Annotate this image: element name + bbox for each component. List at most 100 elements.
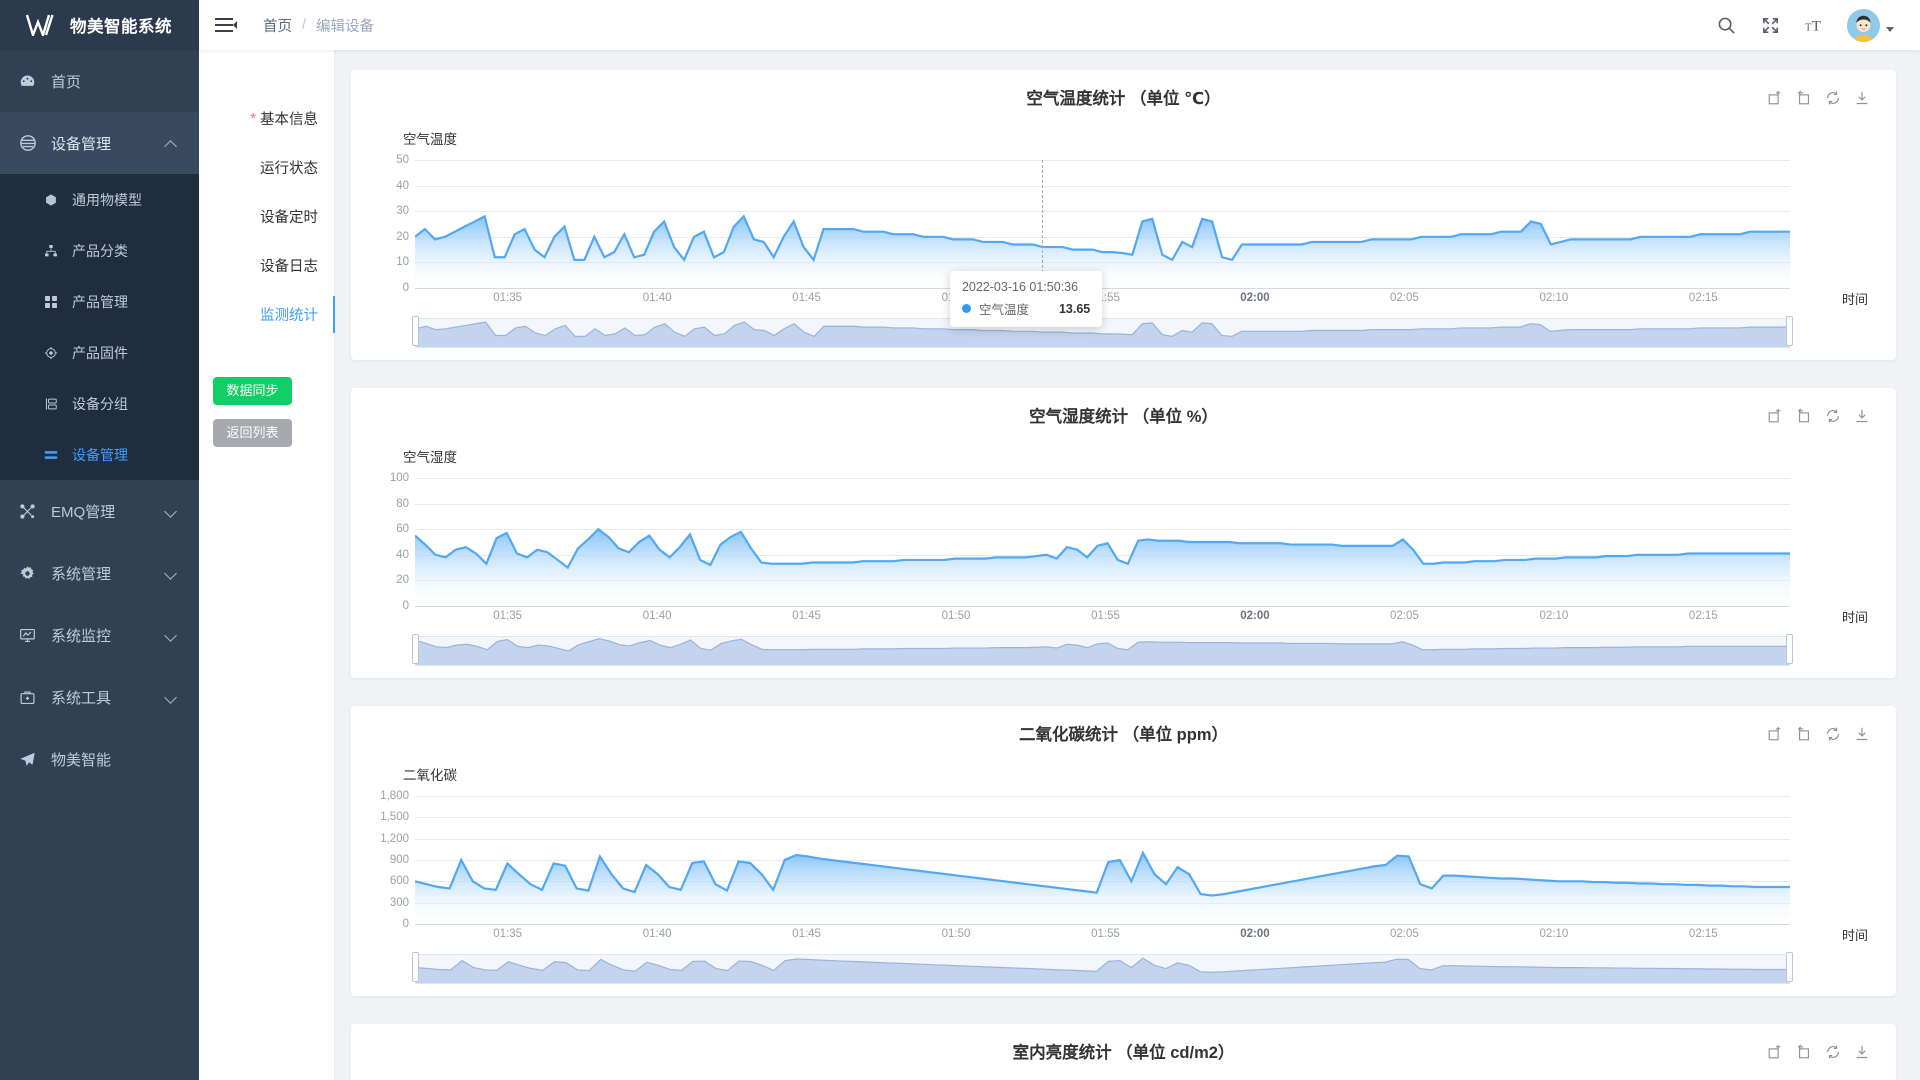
wm-logo-icon xyxy=(26,14,56,36)
monitor-icon xyxy=(19,627,43,644)
sidebar-subitem-label: 产品分类 xyxy=(72,242,128,259)
fullscreen-icon[interactable] xyxy=(1759,14,1781,36)
restore-zoom-icon[interactable] xyxy=(1796,90,1812,106)
sidebar-item-system-monitor[interactable]: 系统监控 xyxy=(0,604,199,666)
sidebar-item-label: 物美智能 xyxy=(51,751,112,769)
x-axis-tick: 01:45 xyxy=(792,292,821,304)
data-zoom-icon[interactable] xyxy=(1767,1044,1783,1060)
restore-zoom-icon[interactable] xyxy=(1796,1044,1812,1060)
x-axis-tick: 01:35 xyxy=(493,928,523,940)
data-zoom-track[interactable] xyxy=(415,636,1790,666)
y-axis-tick: 1,500 xyxy=(380,811,409,824)
sidebar-subitem-label: 设备分组 xyxy=(72,395,128,412)
sidebar-item-home[interactable]: 首页 xyxy=(0,50,199,112)
data-zoom-icon[interactable] xyxy=(1767,408,1783,424)
svg-text:T: T xyxy=(1805,22,1812,33)
chart-data-zoom-slider[interactable] xyxy=(369,316,1878,350)
search-icon[interactable] xyxy=(1715,14,1737,36)
sidebar-item-device-management[interactable]: 设备管理 xyxy=(0,112,199,174)
tab-run-status[interactable]: 运行状态 xyxy=(199,143,334,192)
sidebar-subitem-device-management[interactable]: 设备管理 xyxy=(0,429,199,480)
send-icon xyxy=(19,751,43,768)
y-axis-tick: 50 xyxy=(396,154,409,166)
avatar-menu[interactable] xyxy=(1847,8,1894,42)
charts-scroll-area[interactable]: 空气温度统计 （单位 ℃） 空气温度 0 10 20 30 40 50 01:35 01:40 01… xyxy=(335,50,1920,1080)
data-zoom-track[interactable] xyxy=(415,318,1790,348)
download-icon[interactable] xyxy=(1854,90,1870,106)
y-axis-tick: 10 xyxy=(396,256,409,269)
restore-zoom-icon[interactable] xyxy=(1796,726,1812,742)
chart-data-zoom-slider[interactable] xyxy=(369,634,1878,668)
sidebar-subitem-label: 产品管理 xyxy=(72,293,128,310)
sidebar-item-system-tools[interactable]: 系统工具 xyxy=(0,666,199,728)
tab-monitor-stats[interactable]: 监测统计 xyxy=(199,290,335,339)
grid-line xyxy=(415,606,1790,607)
main-area: 首页 / 编辑设备 T T xyxy=(199,0,1920,1080)
chart-title: 室内亮度统计 （单位 cd/m2） xyxy=(1012,1044,1235,1062)
breadcrumb-current: 编辑设备 xyxy=(316,18,375,35)
data-zoom-handle-left[interactable] xyxy=(412,952,419,982)
sidebar-nav: 首页 设备管理 通用物模型 xyxy=(0,50,199,790)
x-axis-tick: 01:45 xyxy=(792,610,821,622)
download-icon[interactable] xyxy=(1854,726,1870,742)
data-zoom-handle-left[interactable] xyxy=(412,316,419,346)
font-size-icon[interactable]: T T xyxy=(1803,14,1825,36)
tab-device-log[interactable]: 设备日志 xyxy=(199,241,334,290)
sidebar-subitem-label: 产品固件 xyxy=(72,344,128,361)
tab-basic-info[interactable]: * 基本信息 xyxy=(199,94,334,143)
refresh-icon[interactable] xyxy=(1825,726,1841,742)
chart-y-axis-name: 二氧化碳 xyxy=(403,768,457,783)
grid-line xyxy=(415,211,1790,213)
y-axis-tick: 1,200 xyxy=(380,832,409,845)
data-zoom-track[interactable] xyxy=(415,954,1790,984)
sidebar-subitem-thing-model[interactable]: 通用物模型 xyxy=(0,174,199,225)
grid-line xyxy=(415,796,1790,797)
refresh-icon[interactable] xyxy=(1825,90,1841,106)
chevron-down-icon xyxy=(163,688,181,706)
brand-logo[interactable]: 物美智能系统 xyxy=(0,0,199,50)
data-zoom-icon[interactable] xyxy=(1767,726,1783,742)
sidebar-subitem-device-group[interactable]: 设备分组 xyxy=(0,378,199,429)
download-icon[interactable] xyxy=(1854,1044,1870,1060)
chart-plot[interactable]: 0 20 40 60 80 100 01:35 01:40 01:45 01:50 01:55 02:… xyxy=(369,472,1878,628)
data-zoom-handle-right[interactable] xyxy=(1786,634,1793,664)
tab-device-timer[interactable]: 设备定时 xyxy=(199,192,334,241)
data-zoom-handle-left[interactable] xyxy=(412,634,419,664)
chart-data-zoom-slider[interactable] xyxy=(369,952,1878,986)
chart-plot[interactable]: 0 300 600 900 1,200 1,500 1,800 01:35 01:40 01:45… xyxy=(369,790,1878,946)
toolbox-icon xyxy=(19,689,43,706)
x-axis-tick: 01:35 xyxy=(493,610,523,622)
chart-grid xyxy=(415,478,1790,607)
sidebar-subitem-product-firmware[interactable]: 产品固件 xyxy=(0,327,199,378)
sidebar-item-label: 系统管理 xyxy=(51,565,112,583)
sidebar-subitem-product-management[interactable]: 产品管理 xyxy=(0,276,199,327)
chart-header: 空气湿度统计 （单位 %） xyxy=(351,402,1896,438)
chart-plot[interactable]: 0102030405001:3501:4001:4501:5001:5502:0… xyxy=(369,154,1878,327)
chart-y-axis: 0 10 20 30 40 50 xyxy=(369,154,413,294)
breadcrumb-home[interactable]: 首页 xyxy=(263,18,292,35)
x-axis-tick: 02:10 xyxy=(1539,292,1569,304)
sidebar-item-wumei-ai[interactable]: 物美智能 xyxy=(0,728,199,790)
back-to-list-button[interactable]: 返回列表 xyxy=(213,419,292,447)
grid-line xyxy=(415,529,1790,531)
data-zoom-handle-right[interactable] xyxy=(1786,952,1793,982)
data-zoom-icon[interactable] xyxy=(1767,90,1783,106)
chart-axis-pointer xyxy=(1042,160,1043,288)
tooltip-timestamp: 2022-03-16 01:50:36 xyxy=(961,280,1079,294)
breadcrumb: 首页 / 编辑设备 xyxy=(263,15,374,36)
download-icon[interactable] xyxy=(1854,408,1870,424)
sidebar-item-label: 首页 xyxy=(51,73,82,91)
required-mark: * xyxy=(250,110,256,127)
restore-zoom-icon[interactable] xyxy=(1796,408,1812,424)
sidebar-item-emq-management[interactable]: EMQ管理 xyxy=(0,480,199,542)
refresh-icon[interactable] xyxy=(1825,1044,1841,1060)
sidebar-subitem-product-category[interactable]: 产品分类 xyxy=(0,225,199,276)
data-sync-button[interactable]: 数据同步 xyxy=(213,377,292,405)
x-axis-tick: 02:15 xyxy=(1688,928,1718,940)
data-zoom-handle-right[interactable] xyxy=(1786,316,1793,346)
hamburger-icon[interactable] xyxy=(215,15,237,35)
chart-toolbox xyxy=(1767,726,1870,742)
sidebar-item-system-management[interactable]: 系统管理 xyxy=(0,542,199,604)
y-axis-tick: 20 xyxy=(396,230,409,243)
refresh-icon[interactable] xyxy=(1825,408,1841,424)
